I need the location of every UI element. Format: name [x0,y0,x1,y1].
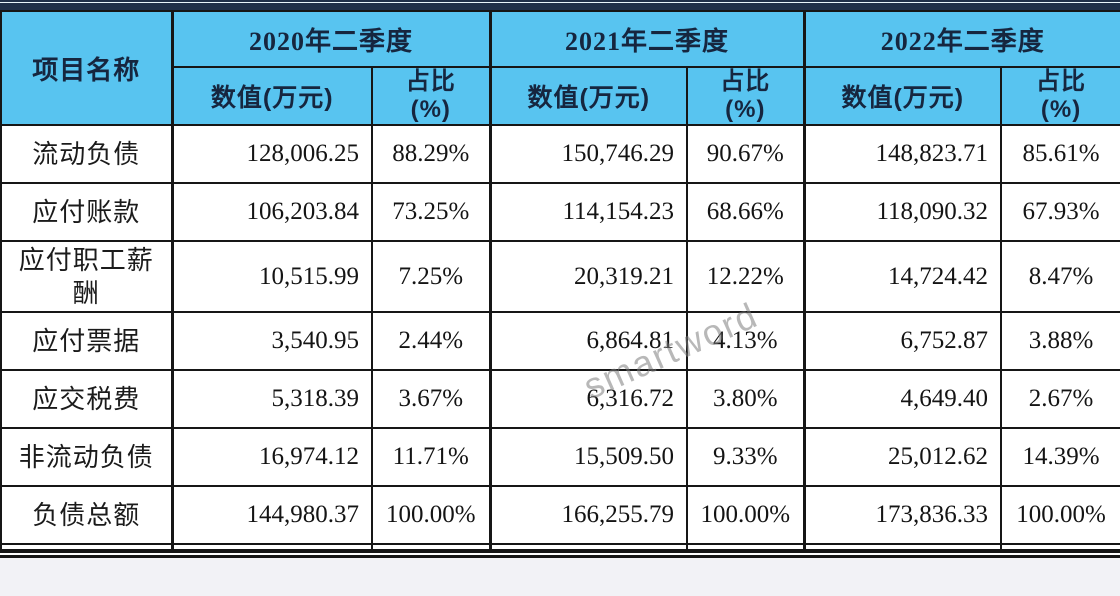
liabilities-table: 项目名称 2020年二季度 2021年二季度 2022年二季度 数值(万元) 占… [0,10,1120,551]
pct-cell-2020: 7.25% [370,240,492,313]
spacer-cell [686,543,806,551]
item-name-cell: 流动负债 [0,124,173,184]
table-row: 负债总额 144,980.37 100.00% 166,255.79 100.0… [0,485,1120,545]
item-name-cell: 应付账款 [0,182,173,242]
pct-cell-2021: 100.00% [686,485,806,545]
table-row: 应付职工薪酬 10,515.99 7.25% 20,319.21 12.22% … [0,240,1120,313]
pct-cell-2020: 100.00% [370,485,492,545]
value-cell-2022: 148,823.71 [802,124,1003,184]
table-row: 应付票据 3,540.95 2.44% 6,864.81 4.13% 6,752… [0,311,1120,371]
value-cell-2022: 173,836.33 [802,485,1003,545]
value-cell-2020: 106,203.84 [170,182,373,242]
spacer-cell [488,543,689,551]
table-row: 非流动负债 16,974.12 11.71% 15,509.50 9.33% 2… [0,427,1120,487]
pct-cell-2022: 67.93% [1000,182,1120,242]
value-cell-2021: 20,319.21 [488,240,689,313]
header-value-2020: 数值(万元) [170,66,373,126]
pct-cell-2022: 100.00% [1000,485,1120,545]
spacer-cell [170,543,373,551]
value-cell-2021: 6,316.72 [488,369,689,429]
value-cell-2020: 10,515.99 [170,240,373,313]
pct-cell-2020: 88.29% [370,124,492,184]
item-name-cell: 负债总额 [0,485,173,545]
top-border-strip [0,3,1120,10]
pct-cell-2022: 8.47% [1000,240,1120,313]
item-name-cell: 应交税费 [0,369,173,429]
bottom-border-gap [0,553,1120,555]
value-cell-2022: 118,090.32 [802,182,1003,242]
header-period-2022: 2022年二季度 [802,10,1120,68]
value-cell-2021: 166,255.79 [488,485,689,545]
pct-cell-2020: 3.67% [370,369,492,429]
pct-cell-2020: 11.71% [370,427,492,487]
item-name-cell: 应付票据 [0,311,173,371]
value-cell-2021: 6,864.81 [488,311,689,371]
header-pct-2022: 占比 (%) [1000,66,1120,126]
value-cell-2021: 114,154.23 [488,182,689,242]
bottom-spacer-row [0,543,1120,551]
value-cell-2022: 4,649.40 [802,369,1003,429]
top-border-gap [0,2,1120,3]
pct-cell-2022: 14.39% [1000,427,1120,487]
pct-cell-2021: 68.66% [686,182,806,242]
pct-cell-2021: 3.80% [686,369,806,429]
spacer-cell [802,543,1003,551]
table-row: 应付账款 106,203.84 73.25% 114,154.23 68.66%… [0,182,1120,242]
table-header: 项目名称 2020年二季度 2021年二季度 2022年二季度 数值(万元) 占… [0,10,1120,126]
table-row: 应交税费 5,318.39 3.67% 6,316.72 3.80% 4,649… [0,369,1120,429]
value-cell-2020: 144,980.37 [170,485,373,545]
liabilities-table-wrap: 项目名称 2020年二季度 2021年二季度 2022年二季度 数值(万元) 占… [0,0,1120,558]
value-cell-2022: 14,724.42 [802,240,1003,313]
pct-cell-2021: 90.67% [686,124,806,184]
value-cell-2022: 25,012.62 [802,427,1003,487]
header-pct-2020: 占比 (%) [370,66,492,126]
value-cell-2020: 5,318.39 [170,369,373,429]
table-body: 流动负债 128,006.25 88.29% 150,746.29 90.67%… [0,124,1120,545]
table-row: 流动负债 128,006.25 88.29% 150,746.29 90.67%… [0,124,1120,184]
spacer-cell [1000,543,1120,551]
value-cell-2020: 128,006.25 [170,124,373,184]
pct-cell-2021: 12.22% [686,240,806,313]
item-name-cell: 应付职工薪酬 [0,240,173,313]
item-name-cell: 非流动负债 [0,427,173,487]
value-cell-2020: 3,540.95 [170,311,373,371]
spacer-cell [370,543,492,551]
header-period-2021: 2021年二季度 [488,10,806,68]
bottom-border-line-1 [0,551,1120,553]
header-row-periods: 项目名称 2020年二季度 2021年二季度 2022年二季度 [0,10,1120,126]
pct-cell-2020: 2.44% [370,311,492,371]
header-period-2020: 2020年二季度 [170,10,492,68]
header-value-2022: 数值(万元) [802,66,1003,126]
pct-cell-2022: 2.67% [1000,369,1120,429]
pct-cell-2022: 85.61% [1000,124,1120,184]
pct-cell-2022: 3.88% [1000,311,1120,371]
table-foot [0,543,1120,551]
value-cell-2020: 16,974.12 [170,427,373,487]
top-border-line [0,0,1120,2]
header-pct-2021: 占比 (%) [686,66,806,126]
pct-cell-2021: 9.33% [686,427,806,487]
bottom-border-line-2 [0,555,1120,558]
value-cell-2021: 15,509.50 [488,427,689,487]
value-cell-2021: 150,746.29 [488,124,689,184]
pct-cell-2020: 73.25% [370,182,492,242]
spacer-cell [0,543,173,551]
header-item-name: 项目名称 [0,10,173,126]
header-value-2021: 数值(万元) [488,66,689,126]
pct-cell-2021: 4.13% [686,311,806,371]
header-row-subcolumns: 数值(万元) 占比 (%) 数值(万元) 占比 (%) 数值(万元) 占比 (%… [1,66,1120,126]
value-cell-2022: 6,752.87 [802,311,1003,371]
